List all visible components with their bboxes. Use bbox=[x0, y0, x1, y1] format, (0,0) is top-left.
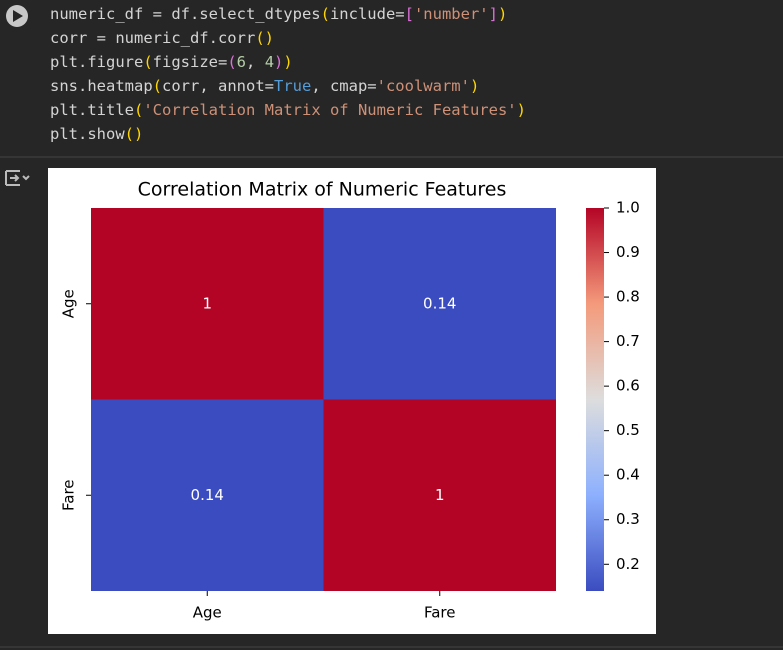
x-tick-label: Age bbox=[193, 604, 222, 622]
colorbar-tick-label: 0.6 bbox=[616, 377, 640, 395]
code-token: () bbox=[124, 125, 144, 143]
code-token: plt.title bbox=[50, 101, 134, 119]
code-token: ) bbox=[516, 101, 526, 119]
run-icon bbox=[13, 10, 23, 22]
colorbar-tick-label: 0.7 bbox=[616, 332, 640, 350]
code-token: plt.figure bbox=[50, 53, 144, 71]
colorbar-tick-label: 0.9 bbox=[616, 243, 640, 261]
x-tick-label: Fare bbox=[424, 604, 456, 622]
code-token: plt.show bbox=[50, 125, 125, 143]
code-token: True bbox=[273, 77, 312, 95]
output-icon[interactable] bbox=[5, 170, 30, 186]
cell-label: 1 bbox=[435, 486, 445, 504]
colorbar-tick-label: 0.5 bbox=[616, 421, 640, 439]
code-token: 'coolwarm' bbox=[376, 77, 470, 95]
code-line: corr = numeric_df.corr() bbox=[50, 26, 526, 50]
colorbar-tick-label: 1.0 bbox=[616, 199, 640, 217]
code-token: ) bbox=[497, 5, 508, 23]
heatmap-cell bbox=[323, 208, 556, 400]
code-token: [ bbox=[404, 5, 414, 23]
cell-label: 0.14 bbox=[191, 486, 224, 504]
code-token: include= bbox=[329, 5, 405, 23]
heatmap-cell bbox=[323, 399, 556, 591]
colorbar-tick-label: 0.8 bbox=[616, 288, 640, 306]
code-token: 'number' bbox=[413, 5, 489, 23]
code-token: figsize= bbox=[152, 53, 228, 71]
heatmap-cell bbox=[91, 399, 324, 591]
code-line: numeric_df = df.select_dtypes(include=['… bbox=[50, 2, 526, 26]
code-token: ( bbox=[152, 77, 162, 95]
code-token: ( bbox=[320, 5, 330, 23]
code-token: numeric_df = df.select_dtypes bbox=[50, 5, 321, 23]
code-token: 'Correlation Matrix of Numeric Features' bbox=[143, 101, 517, 119]
code-token: 6 bbox=[236, 53, 247, 71]
code-token: ( bbox=[143, 53, 153, 71]
code-line: plt.figure(figsize=(6, 4)) bbox=[50, 50, 526, 74]
code-token: corr, annot= bbox=[162, 77, 274, 95]
code-token: ( bbox=[227, 53, 237, 71]
code-token: , bbox=[246, 53, 265, 71]
chart-title: Correlation Matrix of Numeric Features bbox=[138, 179, 507, 201]
cell-label: 0.14 bbox=[423, 294, 456, 312]
code-token: ) bbox=[283, 53, 293, 71]
y-tick-label: Fare bbox=[60, 479, 78, 511]
code-token: ] bbox=[488, 5, 498, 23]
code-line: plt.title('Correlation Matrix of Numeric… bbox=[50, 98, 526, 122]
code-token: corr = numeric_df.corr bbox=[50, 29, 256, 47]
code-line: sns.heatmap(corr, annot=True, cmap='cool… bbox=[50, 74, 526, 98]
code-token: , cmap= bbox=[311, 77, 377, 95]
code-token: ) bbox=[469, 77, 480, 95]
code-token: 4 bbox=[264, 53, 275, 71]
colorbar-tick-label: 0.3 bbox=[616, 510, 640, 528]
heatmap-cell bbox=[91, 208, 324, 400]
cell-label: 1 bbox=[202, 294, 212, 312]
code-token: sns.heatmap bbox=[50, 77, 153, 95]
colorbar-tick-label: 0.4 bbox=[616, 466, 640, 484]
code-token: ( bbox=[134, 101, 144, 119]
y-tick-label: Age bbox=[60, 289, 78, 318]
code-token: ) bbox=[274, 53, 284, 71]
code-line: plt.show() bbox=[50, 122, 526, 146]
code-cell: numeric_df = df.select_dtypes(include=['… bbox=[50, 2, 526, 146]
code-token: () bbox=[255, 29, 274, 47]
colorbar bbox=[586, 208, 604, 591]
colorbar-tick-label: 0.2 bbox=[616, 555, 640, 573]
